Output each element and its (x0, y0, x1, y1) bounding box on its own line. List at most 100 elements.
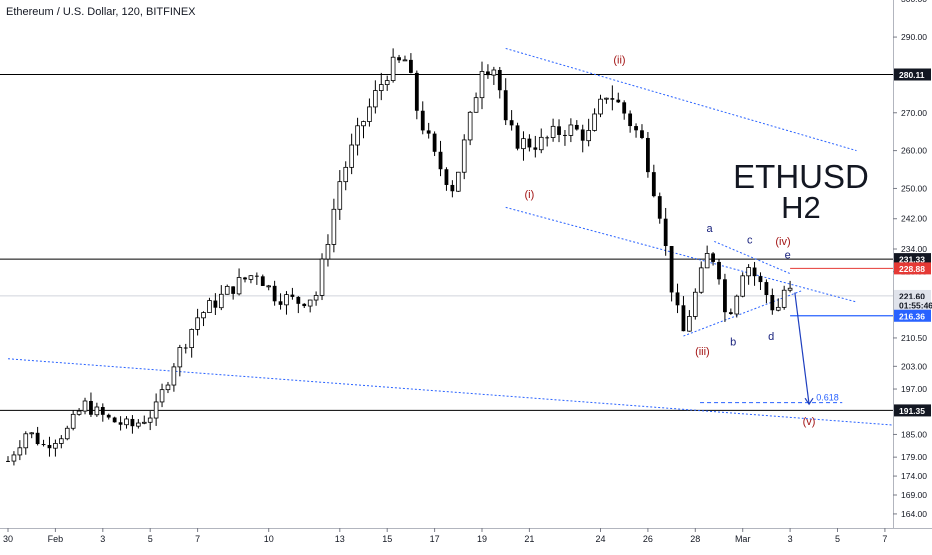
candle-body-down (272, 285, 277, 302)
price-axis-background (893, 0, 932, 550)
trendline-upper-channel (505, 47, 857, 152)
candle-body-down (486, 71, 490, 76)
candle-body-down (711, 253, 715, 262)
fib-level-label: 0.618 (816, 393, 839, 403)
candles-layer (6, 48, 793, 466)
x-tick-label: 26 (643, 534, 653, 544)
price-tag-last-label: 221.60 (899, 291, 925, 301)
candle-body-down (296, 296, 301, 304)
candle-body-up (740, 275, 745, 297)
y-tick-label: 203.00 (901, 361, 927, 371)
trendlines-layer: 0.618 (7, 47, 932, 429)
candle-body-up (64, 427, 70, 440)
candle-body-down (723, 279, 727, 313)
candle-body-up (367, 106, 372, 122)
candle-body-up (141, 421, 147, 424)
candle-body-down (213, 300, 218, 308)
candle-body-up (461, 139, 467, 173)
candle-body-down (503, 90, 508, 121)
x-tick-label: 7 (195, 534, 200, 544)
candle-body-down (497, 69, 502, 91)
price-tag-last-label: 01:55:46 (899, 301, 932, 311)
price-tag-level-bg (894, 404, 931, 417)
candle-body-up (266, 285, 271, 288)
candle-body-up (207, 300, 212, 313)
candle-body-up (598, 98, 603, 115)
candle-body-up (586, 130, 591, 142)
wave-label: (v) (803, 416, 816, 428)
candle-body-down (628, 113, 633, 127)
candle-body-up (17, 447, 23, 456)
symbol-title: Ethereum / U.S. Dollar, 120, BITFINEX (6, 6, 196, 18)
candle-body-down (728, 312, 733, 315)
candle-body-down (622, 102, 627, 114)
x-tick-label: 28 (690, 534, 700, 544)
candle-body-down (130, 418, 135, 427)
candle-body-up (236, 277, 242, 295)
candle-body-down (444, 169, 449, 185)
candle-body-down (100, 407, 105, 415)
candle-body-down (657, 196, 662, 219)
candle-body-down (640, 130, 644, 138)
candle-body-down (557, 126, 561, 135)
candle-body-up (171, 366, 177, 386)
candle-body-down (651, 172, 656, 197)
candle-body-up (325, 243, 331, 260)
candle-body-down (663, 218, 668, 247)
horizontal-levels-layer (0, 74, 893, 411)
candle-body-down (260, 276, 265, 286)
candle-body-down (563, 134, 567, 136)
candle-body-up (94, 406, 100, 416)
y-tick-label: 234.00 (901, 244, 927, 254)
x-tick-label: 13 (335, 534, 345, 544)
price-tag-level-label: 191.35 (899, 406, 925, 416)
y-tick-label: 185.00 (901, 429, 927, 439)
price-tag-target-bg (894, 309, 931, 322)
candle-body-up (59, 438, 64, 444)
price-tag-level-bg (894, 68, 931, 81)
candle-body-up (568, 124, 574, 136)
wave-label: b (730, 337, 736, 349)
x-tick-label: 5 (148, 534, 153, 544)
wave-label: (i) (525, 189, 535, 201)
candle-body-up (455, 171, 461, 192)
x-tick-label: 24 (595, 534, 605, 544)
x-tick-label: 3 (788, 534, 793, 544)
candle-body-up (491, 69, 497, 76)
candle-body-down (580, 129, 585, 141)
candle-body-down (414, 72, 419, 111)
candle-body-up (23, 433, 29, 449)
x-tick-label: 17 (430, 534, 440, 544)
x-tick-label: 3 (100, 534, 105, 544)
candle-body-down (752, 267, 757, 277)
candle-body-up (343, 166, 349, 183)
candle-body-up (337, 181, 343, 210)
candle-body-down (35, 432, 40, 445)
candle-body-down (89, 400, 93, 415)
candle-body-up (787, 287, 793, 291)
price-tag-level-label: 280.11 (899, 70, 925, 80)
candle-body-up (550, 125, 556, 138)
y-tick-label: 164.00 (901, 509, 927, 519)
candle-body-up (165, 384, 171, 391)
candle-body-up (479, 71, 485, 99)
candle-body-down (758, 276, 763, 283)
candle-body-down (290, 294, 295, 297)
price-tag-level-bg (894, 253, 931, 266)
y-tick-label: 179.00 (901, 452, 927, 462)
candle-body-up (734, 295, 740, 315)
candle-body-up (29, 432, 34, 435)
price-tag-last-bg (894, 289, 931, 302)
y-tick-label: 169.00 (901, 490, 927, 500)
y-tick-label: 250.00 (901, 183, 927, 193)
x-tick-label: 5 (835, 534, 840, 544)
candle-body-down (397, 57, 401, 61)
x-tick-label: 15 (382, 534, 392, 544)
x-tick-label: 10 (264, 534, 274, 544)
candle-body-up (284, 294, 289, 306)
candle-body-up (319, 258, 325, 296)
wave-label: a (706, 223, 713, 235)
x-tick-label: Mar (735, 534, 751, 544)
candle-body-down (409, 59, 413, 73)
